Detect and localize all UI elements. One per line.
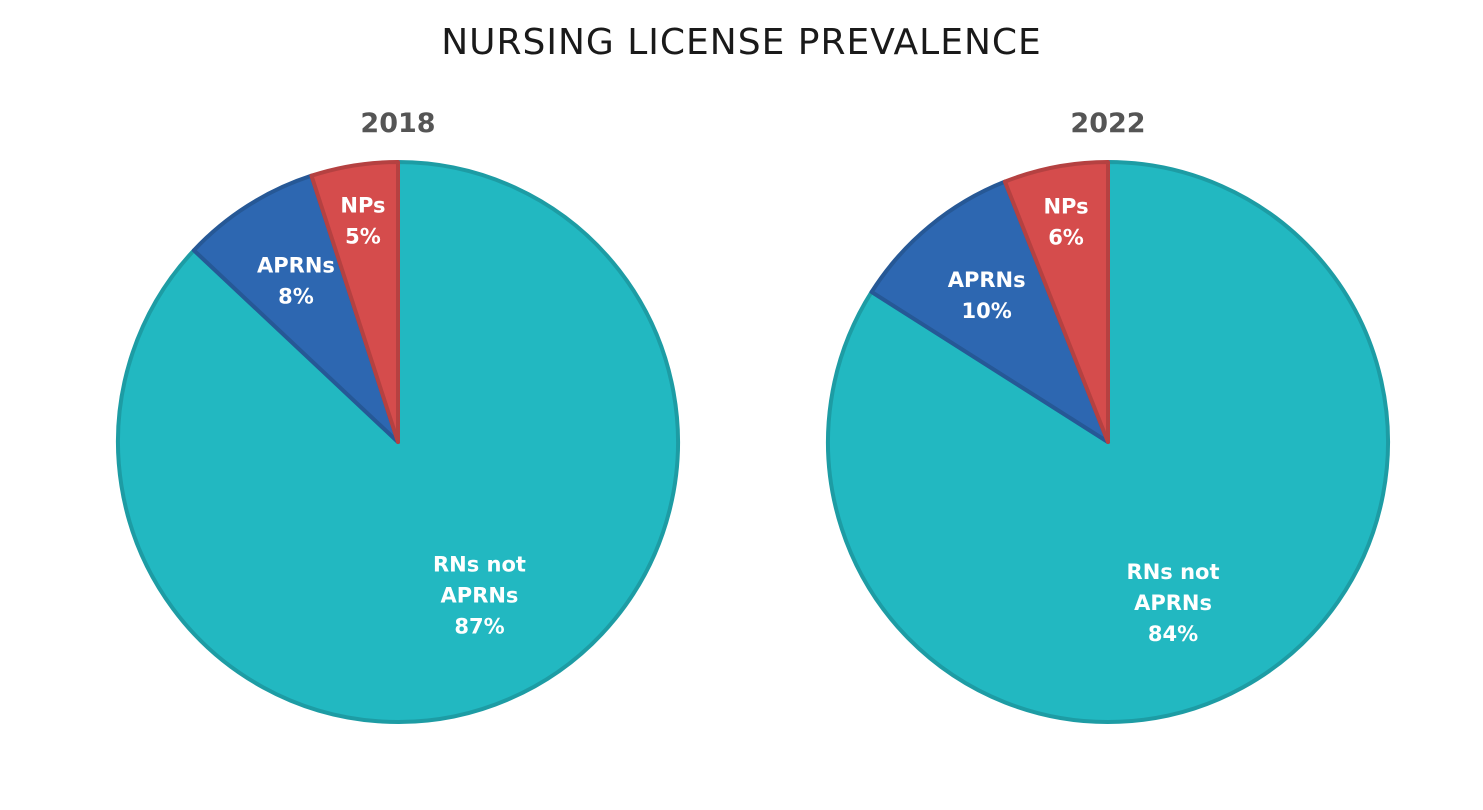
slice-value-label: 6% xyxy=(1048,225,1084,249)
slice-value-label: 10% xyxy=(962,299,1012,323)
slice-label-rns-not-aprns: RNs not APRNs 84% xyxy=(1127,560,1220,646)
pie-chart-2018: 2018 RNs not APRNs 87% APRNs 8% NPs 5% xyxy=(88,100,708,800)
pie-title-2022: 2022 xyxy=(1070,108,1146,139)
slice-name-label: RNs not xyxy=(1127,560,1220,584)
pie-title-2018: 2018 xyxy=(360,108,436,139)
slice-label-nps: NPs 6% xyxy=(1043,194,1088,249)
slice-name-label: NPs xyxy=(1043,194,1088,218)
slice-name-label: APRNs xyxy=(257,254,335,278)
slice-value-label: 5% xyxy=(345,224,381,248)
pie-slice-aprns xyxy=(869,179,1110,444)
slice-label-nps: NPs 5% xyxy=(340,193,385,248)
pie-svg-2022: RNs not APRNs 84% APRNs 10% NPs 6% xyxy=(826,160,1390,724)
pie-chart-2022: 2022 RNs not APRNs 84% APRNs 10% NPs 6% xyxy=(798,100,1418,800)
slice-value-label: 8% xyxy=(278,285,314,309)
slice-name-label: NPs xyxy=(340,193,385,217)
slice-name-label: APRNs xyxy=(441,583,519,607)
slice-value-label: 84% xyxy=(1148,622,1198,646)
pie-slice-nps xyxy=(309,160,400,444)
slice-value-label: 87% xyxy=(454,614,504,638)
slice-label-aprns: APRNs 8% xyxy=(257,254,335,309)
chart-title: NURSING LICENSE PREVALENCE xyxy=(441,22,1042,63)
slice-name-label: APRNs xyxy=(1134,591,1212,615)
pie-slice-nps xyxy=(1002,160,1110,444)
slice-label-aprns: APRNs 10% xyxy=(948,268,1026,323)
pie-slice-aprns xyxy=(191,173,400,444)
pie-svg-2018: RNs not APRNs 87% APRNs 8% NPs 5% xyxy=(116,160,680,724)
slice-label-rns-not-aprns: RNs not APRNs 87% xyxy=(433,552,526,638)
slice-name-label: RNs not xyxy=(433,552,526,576)
slice-name-label: APRNs xyxy=(948,268,1026,292)
